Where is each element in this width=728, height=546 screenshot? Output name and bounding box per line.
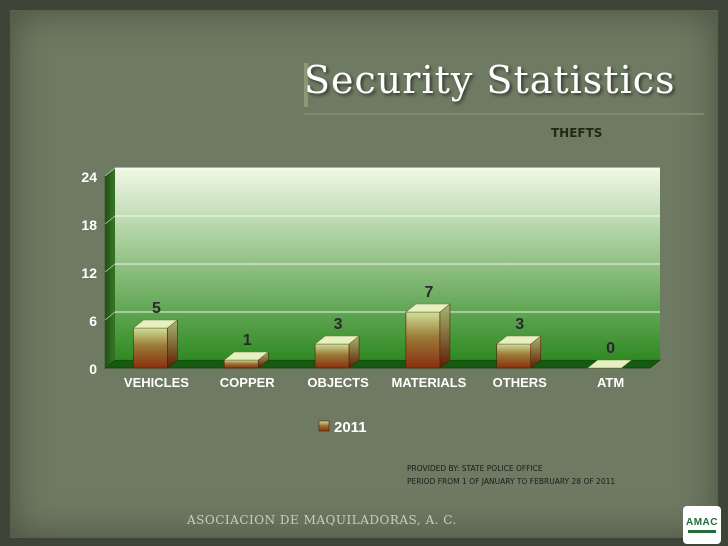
bar-top [586,359,633,369]
footer-organization: ASOCIACION DE MAQUILADORAS, A. C. [187,513,457,527]
data-label: 0 [606,340,615,357]
y-tick-label: 0 [89,361,97,377]
x-category-label: ATM [597,375,624,390]
legend-label: 2011 [334,419,367,436]
x-category-label: OBJECTS [307,375,369,390]
y-tick-label: 6 [89,313,97,329]
legend-swatch [318,420,330,432]
legend: 2011 [318,419,367,436]
bar-vehicles [132,319,179,369]
y-tick-label: 24 [81,169,97,185]
bar-side [167,319,178,369]
title-accent [304,63,308,107]
x-category-label: COPPER [220,375,276,390]
gridline-side [104,215,116,225]
bar-copper [223,351,270,369]
y-tick-label: 18 [81,217,97,233]
x-category-label: OTHERS [493,375,548,390]
bar-front [496,343,532,369]
y-tick-label: 12 [81,265,97,281]
bar-others [495,335,542,369]
bar-front [223,359,259,369]
bar-top [405,303,451,313]
gridline-side [104,167,116,177]
source-line-provider: PROVIDED BY: STATE POLICE OFFICE [407,464,543,473]
logo-bar [688,530,716,533]
bar-side [439,303,451,369]
bar-top [223,351,270,361]
source-line-period: PERIOD FROM 1 OF JANUARY TO FEBRUARY 28 … [407,477,616,486]
plot-floor [103,359,662,369]
data-label: 3 [334,316,343,333]
bar-top [495,335,542,345]
logo-text: AMAC [686,517,718,528]
bar-front [405,311,441,369]
source-note: PROVIDED BY: STATE POLICE OFFICE PERIOD … [407,462,615,488]
x-category-label: VEHICLES [124,375,189,390]
data-label: 3 [515,316,524,333]
gridline-side [104,311,116,321]
x-category-label: MATERIALS [391,375,466,390]
data-label: 1 [243,332,252,349]
bar-atm [586,359,633,369]
chart-title: THEFTS [551,126,603,140]
title-underline [304,113,704,115]
gridline-side [104,263,116,273]
bar-objects [314,335,360,369]
slide-title: Security Statistics [304,58,676,102]
organization-logo: AMAC [683,506,721,544]
bar-top [314,335,360,345]
bar-front [133,327,168,369]
data-label: 7 [424,284,433,301]
data-label: 5 [152,300,161,317]
bar-top [132,319,179,329]
bar-front [314,343,350,369]
bar-materials [405,303,451,369]
